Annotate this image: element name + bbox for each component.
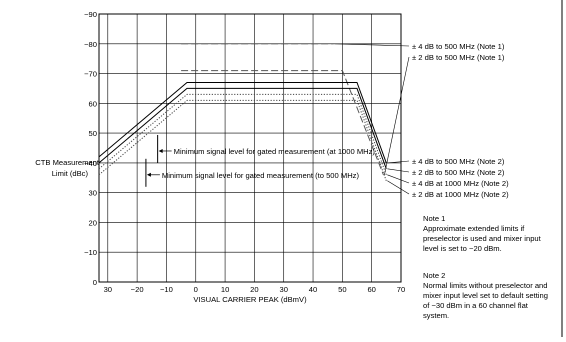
- x-tick-label: 0: [194, 285, 198, 294]
- legend-leader-6: [387, 180, 410, 195]
- series-line-2: [181, 70, 384, 175]
- legend-leader-3: [387, 160, 410, 164]
- series-line-4: [98, 87, 387, 169]
- series-line-3: [98, 82, 387, 164]
- y-axis-label-line2: Limit (dBc): [52, 169, 89, 178]
- legend-label-4: ± 2 dB to 500 MHz (Note 2): [412, 168, 505, 177]
- legend-label-2: ± 2 dB to 500 MHz (Note 1): [412, 53, 505, 62]
- plot-border: [98, 13, 402, 283]
- series-line-6: [98, 99, 387, 181]
- legend-leader-5: [387, 174, 410, 184]
- note-1: Note 1 Approximate extended limits if pr…: [423, 214, 541, 254]
- x-axis-label: VISUAL CARRIER PEAK (dBmV): [193, 295, 307, 304]
- y-axis-label-line1: CTB Measurement: [35, 158, 100, 167]
- annotation-arrowhead-2: [146, 172, 151, 177]
- note-2-line: mixer input level set to default setting: [423, 291, 548, 300]
- x-tick-label: 30: [104, 285, 112, 294]
- annotation-arrowhead-1: [158, 148, 163, 153]
- legend-labels: ± 4 dB to 500 MHz (Note 1) ± 2 dB to 500 …: [412, 42, 509, 199]
- legend-leader-lines: [334, 43, 410, 195]
- y-tick-label: −10: [84, 248, 97, 257]
- legend-label-5: ± 4 dB at 1000 MHz (Note 2): [412, 179, 509, 188]
- x-tick-label: −10: [160, 285, 173, 294]
- note-2-line: system.: [423, 311, 450, 320]
- note-2: Note 2 Normal limits without preselector…: [423, 271, 548, 321]
- annotation-text-1: Minimum signal level for gated measureme…: [174, 147, 376, 156]
- x-tick-label: 30: [279, 285, 287, 294]
- y-tick-label: 50: [89, 129, 97, 138]
- note-1-line: preselector is used and mixer input: [423, 234, 541, 243]
- annotation-text-2: Minimum signal level for gated measureme…: [162, 171, 360, 180]
- note-1-title: Note 1: [423, 214, 446, 223]
- note-1-line: Approximate extended limits if: [423, 224, 525, 233]
- series-lines: [98, 43, 387, 181]
- note-2-line: Normal limits without preselector and: [423, 281, 548, 290]
- y-tick-labels: 0 −10 20 30 −40 50 60 −70 −80 −90: [84, 10, 97, 287]
- series-line-5: [98, 93, 387, 175]
- y-tick-label: 0: [93, 278, 97, 287]
- x-tick-label: 10: [221, 285, 229, 294]
- y-tick-label: 60: [89, 99, 97, 108]
- y-tick-label: 20: [89, 218, 97, 227]
- y-tick-label: −70: [84, 70, 97, 79]
- x-tick-labels: 30 −20 −10 0 10 20 30 40 50 60 70: [104, 285, 406, 294]
- x-tick-label: 20: [250, 285, 258, 294]
- legend-label-3: ± 4 dB to 500 MHz (Note 2): [412, 157, 505, 166]
- legend-leader-1: [334, 43, 410, 47]
- legend-leader-4: [387, 168, 410, 173]
- grid-lines: [99, 14, 401, 282]
- annotations: Minimum signal level for gated measureme…: [145, 134, 376, 187]
- x-tick-label: 60: [367, 285, 375, 294]
- legend-label-1: ± 4 dB to 500 MHz (Note 1): [412, 42, 505, 51]
- x-tick-label: −20: [131, 285, 144, 294]
- legend-leader-2: [384, 56, 410, 175]
- legend-label-6: ± 2 dB at 1000 MHz (Note 2): [412, 190, 509, 199]
- x-tick-label: 70: [397, 285, 405, 294]
- note-1-line: level is set to −20 dBm.: [423, 244, 502, 253]
- note-2-line: of −30 dBm in a 60 channel flat: [423, 301, 528, 310]
- y-tick-label: −40: [84, 159, 97, 168]
- x-tick-label: 50: [338, 285, 346, 294]
- y-tick-label: 30: [89, 189, 97, 198]
- note-2-title: Note 2: [423, 271, 446, 280]
- y-tick-label: −80: [84, 40, 97, 49]
- x-tick-label: 40: [309, 285, 317, 294]
- y-tick-label: −90: [84, 10, 97, 19]
